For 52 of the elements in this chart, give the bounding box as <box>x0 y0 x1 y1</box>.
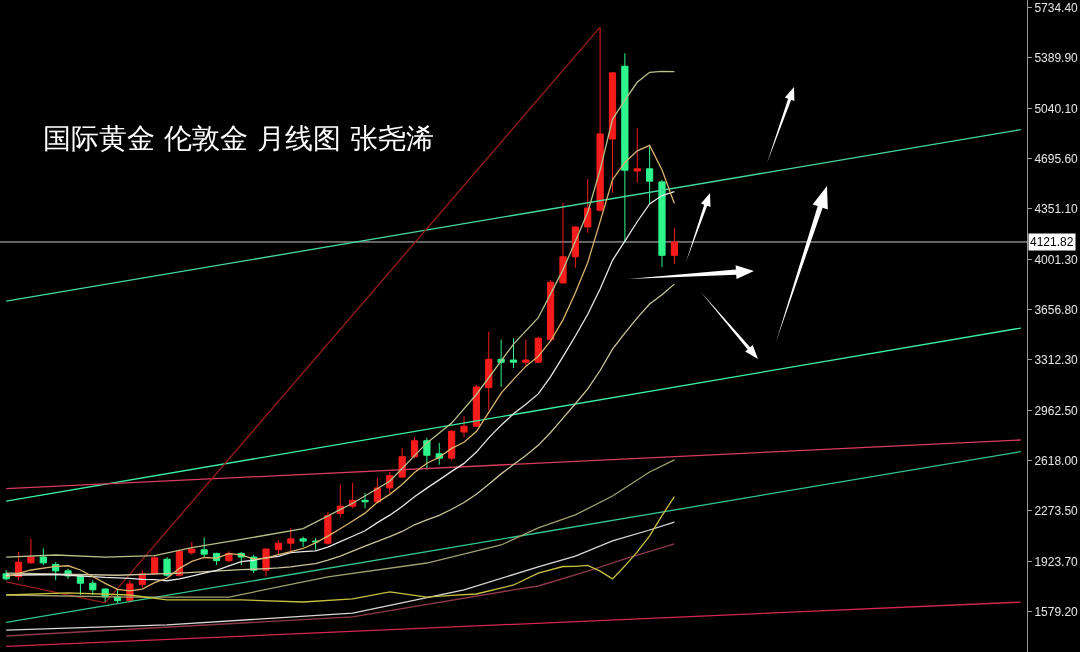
line-series <box>5 543 676 637</box>
y-tick-label: 4351.10 <box>1034 201 1079 216</box>
y-tick-label: 5389.90 <box>1034 50 1079 65</box>
y-tick-label: 2618.00 <box>1034 453 1079 468</box>
y-tick-label: 3656.80 <box>1034 302 1079 317</box>
y-tick-label: 1579.20 <box>1034 604 1079 619</box>
candlestick <box>163 556 171 578</box>
y-tick-label: 3312.30 <box>1034 352 1079 367</box>
candlestick <box>299 536 307 548</box>
candlestick <box>534 336 542 364</box>
candlestick <box>497 339 505 388</box>
line-series <box>5 283 676 576</box>
candlestick <box>608 71 617 194</box>
candlestick <box>460 415 468 438</box>
candlestick <box>509 337 518 369</box>
candlestick <box>200 536 208 559</box>
candlestick <box>76 574 85 596</box>
candlestick <box>188 541 196 556</box>
candlestick <box>670 227 678 265</box>
candlestick <box>559 202 567 285</box>
candlestick <box>361 492 369 509</box>
candlestick <box>621 52 629 243</box>
candlestick <box>27 538 35 565</box>
candlestick <box>633 127 641 184</box>
candlestick <box>645 144 654 204</box>
candlestick <box>386 471 394 494</box>
y-tick-label: 5734.40 <box>1034 0 1079 15</box>
candlestick <box>584 178 592 234</box>
candlestick <box>311 537 320 551</box>
ref-line-label: 4121.82 <box>1030 235 1074 249</box>
candlestick <box>52 561 60 581</box>
candlestick <box>89 579 97 596</box>
candlestick <box>274 539 283 556</box>
y-tick-label: 2273.50 <box>1034 503 1079 518</box>
candlestick <box>39 547 47 566</box>
y-tick-label: 4695.60 <box>1034 151 1079 166</box>
y-tick-label: 5040.10 <box>1034 101 1079 116</box>
line-series <box>5 496 676 603</box>
y-tick-label: 1923.70 <box>1034 554 1079 569</box>
line-series <box>5 70 676 558</box>
line-series <box>5 521 676 631</box>
y-tick-label: 2962.50 <box>1034 403 1079 418</box>
candlestick <box>658 179 666 268</box>
candlestick <box>423 437 431 471</box>
candlestick <box>324 511 332 546</box>
candlestick <box>448 429 456 461</box>
text: 国际黄金 伦敦金 月线图 张尧浠 <box>43 122 434 156</box>
candlestick <box>287 527 295 553</box>
candlestick <box>485 331 493 411</box>
candlestick <box>522 339 530 366</box>
candlestick <box>596 26 604 213</box>
y-tick-label: 4001.30 <box>1034 252 1079 267</box>
